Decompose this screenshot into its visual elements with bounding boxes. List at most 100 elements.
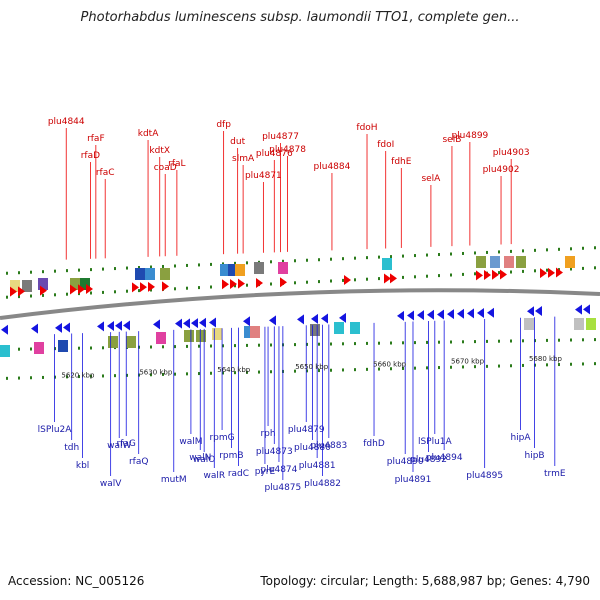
tick-dot (414, 341, 416, 345)
tick-dot (150, 288, 152, 292)
tick-dot (210, 371, 212, 375)
reverse-arrow (209, 317, 216, 328)
feature-box (504, 256, 514, 268)
feature-box (565, 256, 575, 268)
tick-dot (246, 261, 248, 265)
accession-label: Accession: NC_005126 (8, 574, 145, 588)
tick-dot (18, 295, 20, 299)
tick-dot (450, 340, 452, 344)
tick-dot (246, 370, 248, 374)
reverse-arrow (437, 309, 444, 320)
tick-dot (402, 366, 404, 370)
reverse-arrow (535, 306, 542, 317)
tick-dot (66, 375, 68, 379)
gene-label: walR (203, 471, 225, 481)
gene-label: kbl (76, 461, 89, 471)
gene-label: plu4884 (314, 162, 351, 172)
tick-dot (114, 267, 116, 271)
genome-backbone (0, 288, 600, 320)
gene-label: plu4874 (261, 465, 298, 475)
forward-arrow (476, 270, 483, 281)
feature-box (350, 322, 360, 334)
gene-label: plu4871 (245, 171, 282, 181)
tick-dot (102, 346, 104, 350)
tick-dot (558, 363, 560, 367)
tick-dot (486, 250, 488, 254)
tick-dot (270, 282, 272, 286)
feature-box (184, 330, 194, 342)
gene-label: dfp (216, 120, 231, 130)
reverse-arrow (153, 319, 160, 330)
tick-dot (366, 277, 368, 281)
reverse-arrow (175, 318, 182, 329)
tick-dot (90, 268, 92, 272)
gene-label: lSPlu1A (418, 437, 453, 447)
tick-dot (162, 264, 164, 268)
tick-dot (330, 279, 332, 283)
gene-label: plu4895 (466, 471, 503, 481)
tick-dot (18, 347, 20, 351)
reverse-arrow (1, 324, 8, 335)
tick-dot (18, 376, 20, 380)
tick-dot (426, 274, 428, 278)
gene-label: fdoI (377, 140, 394, 150)
tick-dot (354, 342, 356, 346)
tick-dot (174, 287, 176, 291)
tick-dot (414, 254, 416, 258)
genome-title: Photorhabdus luminescens subsp. laumondi… (80, 10, 520, 25)
tick-dot (426, 253, 428, 257)
feature-box (382, 258, 392, 270)
gene-label: slmA (232, 154, 255, 164)
tick-dot (594, 338, 596, 342)
feature-box (228, 264, 238, 276)
tick-dot (546, 268, 548, 272)
tick-dot (522, 269, 524, 273)
tick-dot (474, 340, 476, 344)
tick-dot (402, 341, 404, 345)
tick-dot (66, 292, 68, 296)
gene-label: rfaF (87, 134, 105, 144)
tick-dot (198, 286, 200, 290)
tick-dot (582, 338, 584, 342)
tick-dot (318, 369, 320, 373)
tick-dot (306, 280, 308, 284)
tick-dot (186, 286, 188, 290)
tick-dot (558, 268, 560, 272)
feature-box (220, 264, 230, 276)
reverse-arrow (467, 308, 474, 319)
tick-dot (558, 338, 560, 342)
gene-label: plu4882 (304, 479, 341, 489)
tick-dot (186, 263, 188, 267)
tick-dot (198, 263, 200, 267)
gene-label: plu4878 (269, 145, 306, 155)
tick-dot (366, 256, 368, 260)
forward-arrow (238, 278, 245, 289)
tick-dot (66, 269, 68, 273)
reverse-arrow (269, 315, 276, 326)
tick-dot (294, 259, 296, 263)
gene-label: plu4890 (387, 457, 424, 467)
tick-dot (126, 373, 128, 377)
tick-dot (474, 365, 476, 369)
gene-label: plu4891 (395, 475, 432, 485)
tick-dot (498, 364, 500, 368)
tick-dot (234, 284, 236, 288)
gene-label: walN (189, 453, 211, 463)
tick-dot (498, 271, 500, 275)
gene-label: plu4875 (264, 483, 301, 493)
reverse-arrow (63, 322, 70, 333)
tick-dot (330, 257, 332, 261)
tick-dot (402, 275, 404, 279)
tick-dot (222, 262, 224, 266)
tick-dot (378, 255, 380, 259)
forward-arrow (86, 283, 93, 294)
tick-dot (90, 346, 92, 350)
tick-dot (498, 339, 500, 343)
gene-label: plu4873 (256, 447, 293, 457)
feature-box (254, 262, 264, 274)
tick-dot (438, 366, 440, 370)
tick-dot (462, 251, 464, 255)
forward-arrow (222, 279, 229, 290)
forward-arrow (230, 278, 237, 289)
gene-label: rpmB (219, 451, 243, 461)
